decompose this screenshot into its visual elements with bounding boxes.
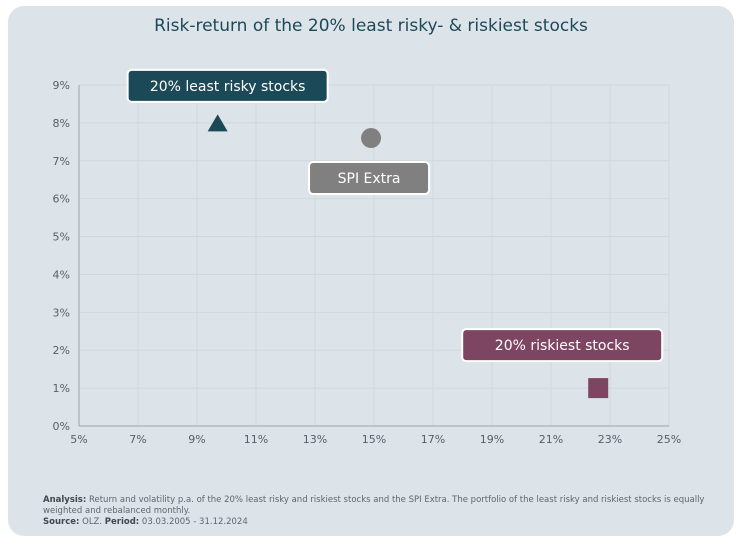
- x-tick-label: 19%: [480, 433, 504, 446]
- y-tick-label: 0%: [53, 420, 70, 433]
- y-tick-label: 4%: [53, 268, 70, 281]
- data-label: 20% riskiest stocks: [495, 338, 630, 354]
- y-tick-label: 2%: [53, 344, 70, 357]
- period-text: 03.03.2005 - 31.12.2024: [141, 517, 248, 527]
- x-tick-label: 23%: [598, 433, 622, 446]
- data-label: SPI Extra: [338, 171, 401, 187]
- scatter-chart: 5% 7% 9% 11% 13% 15% 17% 19% 21% 23% 25% 0% 1% 2% 3% 4%…: [53, 68, 681, 446]
- x-tick-label: 13%: [303, 433, 327, 446]
- source-text: OLZ.: [82, 517, 103, 527]
- least-risky-marker: [207, 114, 228, 132]
- y-tick-label: 8%: [53, 117, 70, 130]
- data-label-box: [461, 328, 664, 363]
- source-note: Source: OLZ. Period: 03.03.2005 - 31.12.…: [43, 517, 723, 528]
- y-tick-label: 6%: [53, 193, 70, 206]
- x-tick-label: 11%: [244, 433, 268, 446]
- x-tick-label: 15%: [362, 433, 386, 446]
- spi-extra-marker: [361, 128, 382, 149]
- source-label: Source:: [43, 517, 80, 527]
- period-label: Period:: [104, 517, 140, 527]
- data-label-box: [308, 161, 431, 196]
- x-tick-label: 9%: [188, 433, 205, 446]
- data-label: 20% least risky stocks: [150, 79, 306, 95]
- x-tick-label: 21%: [539, 433, 563, 446]
- analysis-text: Return and volatility p.a. of the 20% le…: [43, 495, 705, 516]
- riskiest-marker: [588, 378, 609, 399]
- analysis-label: Analysis:: [43, 495, 87, 505]
- y-tick-label: 3%: [53, 306, 70, 319]
- chart-title: Risk-return of the 20% least risky- & ri…: [154, 16, 588, 36]
- data-label-box: [126, 68, 329, 103]
- y-tick-label: 7%: [53, 155, 70, 168]
- x-tick-label: 17%: [421, 433, 445, 446]
- analysis-note: Analysis: Return and volatility p.a. of …: [43, 495, 723, 517]
- chart-footer: Analysis: Return and volatility p.a. of …: [43, 495, 723, 528]
- y-tick-label: 1%: [53, 382, 70, 395]
- y-tick-label: 5%: [53, 231, 70, 244]
- y-tick-label: 9%: [53, 79, 70, 92]
- x-tick-label: 7%: [129, 433, 146, 446]
- x-tick-label: 5%: [70, 433, 87, 446]
- chart-card: Risk-return of the 20% least risky- & ri…: [8, 6, 734, 536]
- x-tick-label: 25%: [657, 433, 681, 446]
